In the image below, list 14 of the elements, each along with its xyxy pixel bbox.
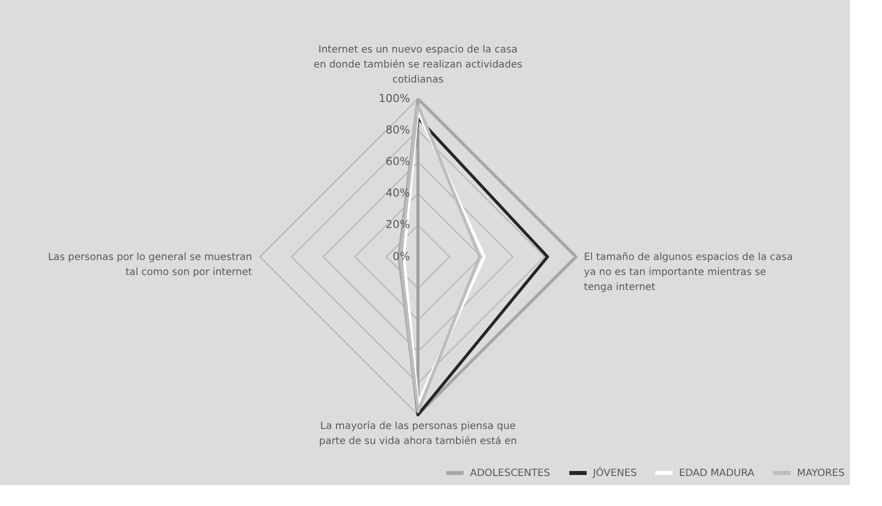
y-tick-label: 100% <box>378 92 410 105</box>
y-tick-label: 20% <box>386 218 410 232</box>
spoke-label: Las personas por lo general se muestran tal como son por internet <box>48 252 252 278</box>
y-tick-label: 0% <box>392 250 410 263</box>
legend-label: MAYORES <box>796 468 845 479</box>
spoke-label: Internet es un nuevo espacio de la casa en donde también se realizan actividades cotidianas <box>314 44 522 86</box>
legend-label: JÓVENES <box>592 466 637 479</box>
spoke-label: El tamaño de algunos espacios de la casa ya no es tan importante mientras se tenga internet <box>584 252 793 293</box>
y-tick-label: 60% <box>386 155 410 168</box>
legend-label: ADOLESCENTES <box>470 468 550 479</box>
spoke-label: La mayoría de las personas piensa que parte de su vida ahora también está en <box>318 421 517 448</box>
y-tick-label: 40% <box>386 186 410 200</box>
legend-label: EDAD MADURA <box>678 468 754 479</box>
y-tick-label: 80% <box>386 123 410 136</box>
